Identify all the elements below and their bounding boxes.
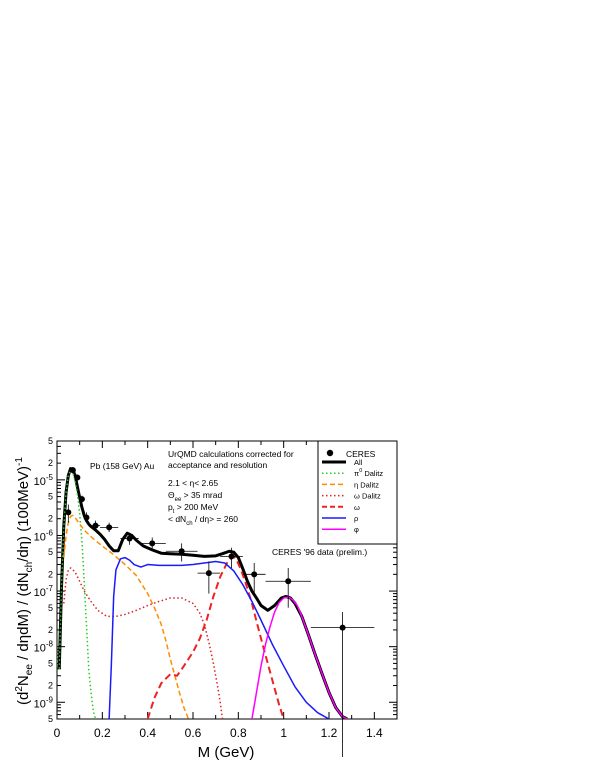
x-axis-title: M (GeV) bbox=[198, 744, 255, 761]
data-point bbox=[83, 514, 90, 521]
y-tick-label: 10-5 bbox=[34, 473, 54, 488]
annotations: Pb (158 GeV) Au UrQMD calculations corre… bbox=[90, 449, 367, 557]
y-tick-label: 2 bbox=[48, 569, 53, 579]
y-tick-label: 10-6 bbox=[34, 528, 54, 543]
x-tick-label: 0.8 bbox=[230, 726, 247, 740]
calc-note-line1: UrQMD calculations corrected for bbox=[168, 449, 294, 459]
legend-label: η Dalitz bbox=[354, 480, 379, 489]
data-point bbox=[251, 571, 258, 578]
y-axis-title: (d2Nee / dηdM) / (dNch/dη) (100MeV)-1 bbox=[14, 457, 35, 705]
calc-note-line2: acceptance and resolution bbox=[168, 460, 268, 470]
x-tick-label: 1.2 bbox=[321, 726, 338, 740]
legend-label: All bbox=[354, 458, 363, 467]
y-tick-label: 5 bbox=[48, 603, 53, 613]
data-point bbox=[339, 624, 346, 631]
system-label: Pb (158 GeV) Au bbox=[90, 461, 155, 471]
legend-frame bbox=[317, 440, 398, 545]
x-tick-label: 0.6 bbox=[185, 726, 202, 740]
y-tick-label: 10-9 bbox=[34, 695, 54, 710]
cut-mult: < dNch / dη> = 260 bbox=[168, 514, 238, 527]
x-tick-label: 1.4 bbox=[366, 726, 383, 740]
x-tick-label: 0.2 bbox=[94, 726, 111, 740]
data-point bbox=[285, 578, 292, 585]
data-point bbox=[65, 509, 72, 516]
legend-label: ω Dalitz bbox=[354, 492, 381, 501]
y-tick-label: 5 bbox=[48, 658, 53, 668]
data-point bbox=[126, 535, 133, 542]
data-point bbox=[228, 553, 235, 560]
cut-pt: pt > 200 MeV bbox=[168, 502, 218, 515]
x-tick-label: 0 bbox=[54, 726, 61, 740]
legend-label: ω bbox=[354, 503, 360, 512]
data-label: CERES '96 data (prelim.) bbox=[272, 547, 367, 557]
legend-label: π0 Dalitz bbox=[354, 468, 383, 478]
data-points bbox=[65, 467, 375, 757]
y-tick-labels: 5 2 10-5 5 2 10-6 5 2 10-7 5 2 10-8 5 2 10-9 5 bbox=[34, 436, 54, 724]
y-tick-label: 5 bbox=[48, 547, 53, 557]
series-line bbox=[108, 556, 330, 719]
y-tick-label: 5 bbox=[48, 714, 53, 724]
data-point bbox=[106, 524, 113, 531]
series-line bbox=[251, 596, 348, 719]
data-point bbox=[74, 474, 81, 481]
series-line bbox=[146, 555, 285, 719]
x-tick-label: 1 bbox=[280, 726, 287, 740]
data-point bbox=[149, 540, 156, 547]
y-tick-label: 2 bbox=[48, 681, 53, 691]
y-tick-label: 10-7 bbox=[34, 584, 54, 599]
series-line bbox=[58, 469, 97, 719]
y-tick-label: 5 bbox=[48, 436, 53, 446]
legend-label: φ bbox=[354, 525, 359, 534]
legend-label: ρ bbox=[354, 514, 358, 523]
data-point bbox=[178, 548, 185, 555]
series-line bbox=[63, 514, 190, 719]
y-tick-label: 10-8 bbox=[34, 640, 54, 655]
cut-eta: 2.1 < η< 2.65 bbox=[168, 478, 218, 488]
data-point bbox=[69, 467, 76, 474]
y-tick-label: 2 bbox=[48, 514, 53, 524]
data-point bbox=[205, 570, 212, 577]
x-tick-labels: 0 0.2 0.4 0.6 0.8 1 1.2 1.4 bbox=[54, 726, 383, 740]
data-point bbox=[92, 522, 99, 529]
legend-marker-ceres bbox=[326, 449, 334, 457]
y-tick-label: 2 bbox=[48, 625, 53, 635]
y-tick-label: 2 bbox=[48, 458, 53, 468]
plot-frame bbox=[56, 440, 398, 720]
x-tick-label: 0.4 bbox=[139, 726, 156, 740]
cut-theta: Θee > 35 mrad bbox=[168, 490, 222, 503]
y-tick-label: 5 bbox=[48, 492, 53, 502]
series-line bbox=[63, 567, 224, 719]
data-point bbox=[78, 496, 85, 503]
legend-title: CERES bbox=[346, 449, 376, 459]
